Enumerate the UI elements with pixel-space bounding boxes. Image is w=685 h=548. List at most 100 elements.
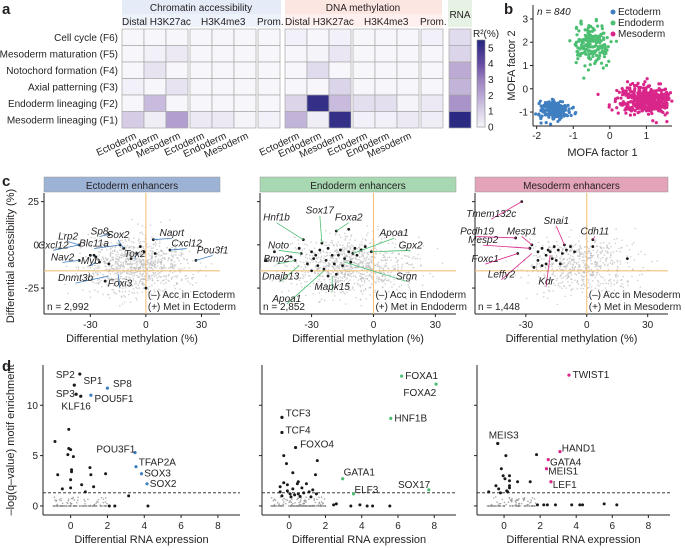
scatter-point-mesoderm <box>625 105 629 109</box>
below-threshold-point <box>270 496 273 499</box>
label-leader <box>90 261 97 267</box>
background-point <box>274 264 276 267</box>
background-point <box>322 240 324 243</box>
below-threshold-point <box>74 505 76 507</box>
background-point <box>121 303 124 305</box>
background-point <box>627 284 629 287</box>
background-point <box>320 280 322 283</box>
below-threshold-point <box>290 501 293 504</box>
background-point <box>589 283 591 286</box>
scatter-point-mesoderm <box>663 88 667 92</box>
colorbar-segment <box>477 53 485 56</box>
highlight-point <box>314 253 318 257</box>
labeled-motif-point <box>549 480 553 484</box>
background-point <box>583 272 586 274</box>
scatter-point-endoderm <box>586 30 590 35</box>
scatter-point-mesoderm <box>638 94 642 99</box>
colorbar-segment <box>477 105 485 108</box>
background-point <box>565 275 567 278</box>
background-point <box>125 248 127 250</box>
scatter-point-mesoderm <box>644 109 649 113</box>
background-point <box>135 271 138 273</box>
below-threshold-point <box>513 504 516 507</box>
motif-label: TFAP2A <box>139 458 177 469</box>
background-point <box>383 236 386 239</box>
heatmap-cell <box>257 78 281 96</box>
background-point <box>287 290 290 292</box>
motif-label: HNF1B <box>394 413 427 424</box>
below-threshold-point <box>515 501 517 504</box>
background-point <box>186 259 188 261</box>
background-point <box>306 265 309 267</box>
below-threshold-point <box>283 497 285 500</box>
motif-label: TCF4 <box>286 425 311 436</box>
background-point <box>130 245 133 248</box>
background-point <box>304 267 307 269</box>
background-point <box>542 244 544 247</box>
background-point <box>158 288 160 290</box>
background-point <box>563 262 566 264</box>
heatmap-cell <box>143 111 167 129</box>
below-threshold-point <box>498 502 501 505</box>
background-point <box>554 275 556 277</box>
background-point <box>400 284 403 287</box>
background-point <box>295 283 298 286</box>
background-point <box>594 241 597 243</box>
background-point <box>91 280 94 283</box>
colorbar-segment <box>477 109 485 113</box>
background-point <box>108 260 111 263</box>
background-point <box>133 256 135 258</box>
background-point <box>595 239 597 241</box>
motif-point <box>545 503 549 507</box>
background-point <box>139 240 142 243</box>
background-point <box>366 262 369 264</box>
background-point <box>344 237 347 240</box>
motif-point <box>280 494 284 498</box>
motif-label: SP2 <box>56 370 75 381</box>
scatter-point-endoderm <box>589 33 593 38</box>
background-point <box>604 260 607 262</box>
background-point <box>357 263 360 265</box>
scatter-point-ectoderm <box>547 111 551 115</box>
background-point <box>571 259 574 261</box>
background-point <box>396 261 398 264</box>
background-point <box>393 275 395 277</box>
below-threshold-point <box>499 502 502 505</box>
heatmap-cell <box>121 28 145 46</box>
background-point <box>125 287 127 289</box>
background-point <box>143 260 145 262</box>
background-point <box>339 288 342 291</box>
scatter-point-mesoderm <box>624 89 628 93</box>
background-point <box>155 239 158 242</box>
below-threshold-point <box>282 505 285 507</box>
background-point <box>332 267 335 269</box>
background-point <box>126 272 128 275</box>
heatmap-cell <box>420 94 444 112</box>
background-point <box>333 295 336 297</box>
background-point <box>75 273 78 275</box>
background-point <box>176 274 179 277</box>
background-point <box>341 277 344 279</box>
heatmap-cell <box>189 61 213 79</box>
background-point <box>599 247 602 249</box>
motif-label: SOX17 <box>398 480 431 491</box>
background-point <box>159 261 162 264</box>
background-point <box>107 293 110 296</box>
heatmap-cell <box>121 61 145 79</box>
background-point <box>319 239 322 241</box>
background-point <box>538 262 541 265</box>
background-point <box>173 261 176 263</box>
background-point <box>582 282 585 285</box>
background-point <box>589 254 592 257</box>
heatmap-cell <box>233 45 257 63</box>
background-point <box>602 276 604 279</box>
background-point <box>136 265 138 267</box>
background-point <box>141 291 143 294</box>
background-point <box>346 268 349 271</box>
scatter-point-endoderm <box>609 40 613 44</box>
background-point <box>169 293 172 296</box>
background-point <box>556 244 559 246</box>
background-point <box>153 273 155 276</box>
subheader-distal: Distal H3K27ac <box>122 17 191 28</box>
